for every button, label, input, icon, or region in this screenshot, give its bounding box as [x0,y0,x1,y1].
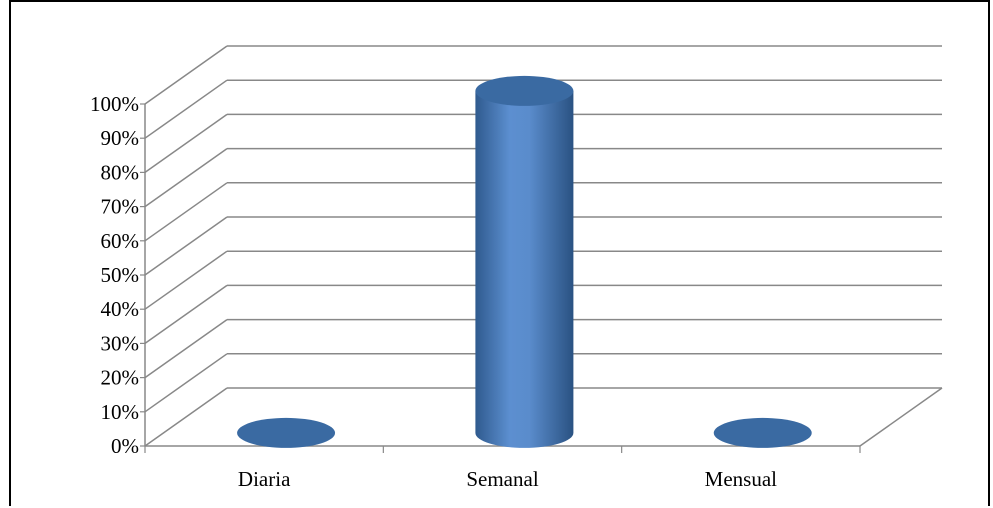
x-tick-label: Mensual [705,467,777,491]
floor-right-edge [859,387,943,447]
y-tick-label: 0% [111,434,139,458]
side-wall-gridline [144,147,228,208]
side-wall-gridline [144,250,228,310]
side-wall-gridline [144,387,228,447]
side-wall-gridline [144,79,228,139]
y-tick-labels: 0% 10% 20% 30% 40% 50% 60% 70% 80% 90% 100% [90,92,139,458]
y-tick-label: 10% [101,400,140,424]
bar-diaria [237,417,336,448]
gridlines [144,45,943,447]
bar-mensual [713,417,812,448]
cylinder-top [237,417,336,448]
side-wall-gridline [144,45,228,105]
y-tick-label: 90% [101,126,140,150]
side-wall-gridline [144,318,228,379]
side-wall-gridline [144,182,228,242]
x-tick-labels: Diaria Semanal Mensual [238,467,777,491]
chart-frame [9,0,990,506]
x-tick-label: Diaria [238,467,291,491]
cylinder-body [475,90,574,448]
y-tick-label: 70% [101,195,140,219]
bars [237,75,812,448]
side-wall-gridline [144,113,228,174]
x-tick-label: Semanal [466,467,538,491]
cylinder-top [713,417,812,448]
y-tick-label: 40% [101,297,140,321]
cylinder-top [475,75,574,106]
y-tick-label: 60% [101,229,140,253]
side-wall-gridline [144,353,228,413]
y-tick-label: 100% [90,92,139,116]
y-tick-label: 80% [101,160,140,184]
side-wall-gridline [144,216,228,276]
bar-semanal [475,75,574,448]
y-tick-label: 50% [101,263,140,287]
y-tick-label: 30% [101,331,140,355]
side-wall-gridline [144,284,228,345]
y-tick-label: 20% [101,366,140,390]
